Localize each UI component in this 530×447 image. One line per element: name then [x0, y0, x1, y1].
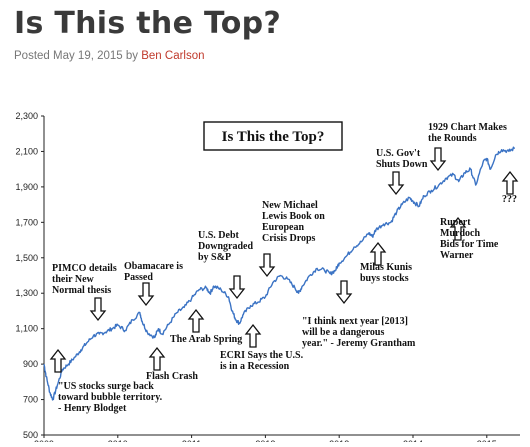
arrow-down-icon — [429, 147, 447, 172]
annotation: 1929 Chart Makes the Rounds — [428, 122, 507, 172]
annotation-line: Crisis Drops — [262, 233, 316, 244]
arrow-down-icon — [89, 297, 107, 322]
annotation-line: Downgraded — [198, 241, 253, 252]
arrow-down-icon — [387, 171, 405, 196]
annotation-line: Passed — [124, 272, 153, 283]
chart-axes — [43, 116, 520, 436]
annotation-line: Flash Crash — [146, 371, 198, 382]
post-title: Is This the Top? — [14, 6, 282, 41]
arrow-up-icon — [449, 216, 467, 241]
annotation-line: PIMCO details — [52, 263, 117, 274]
annotation-line: Lewis Book on — [262, 211, 325, 222]
annotation-line: Milas Kunis — [360, 262, 412, 273]
annotation-label: Milas Kunis buys stocks — [360, 262, 412, 284]
annotation-label: Flash Crash — [146, 371, 198, 382]
arrow-up-icon — [369, 241, 387, 266]
annotation-line: U.S. Gov't — [376, 148, 421, 159]
y-tick-label: 1,500 — [15, 253, 38, 263]
arrow-up-icon — [244, 323, 262, 348]
annotation-line: ??? — [502, 194, 517, 205]
annotation-line: toward bubble territory. — [58, 392, 163, 403]
arrow-down-icon — [258, 253, 276, 278]
annotation: PIMCO details their New Normal thesis — [52, 263, 117, 322]
y-tick-label: 900 — [23, 359, 38, 369]
chart-figure: 500 700 900 1,100 1,300 1,500 1,700 1,900 2,100 2… — [0, 100, 530, 447]
arrow-up-icon — [49, 348, 67, 373]
annotation: New Michael Lewis Book on European Crisis D… — [258, 200, 325, 278]
annotation: Rupert Murdoch Bids for Time Warner — [440, 216, 499, 261]
annotation: Flash Crash — [146, 346, 198, 382]
annotation-label: PIMCO details their New Normal thesis — [52, 263, 117, 296]
series-line — [43, 146, 516, 401]
y-tick-label: 500 — [23, 430, 38, 440]
annotation-line: The Arab Spring — [170, 334, 242, 345]
annotation-line: will be a dangerous — [302, 327, 384, 338]
post-meta: Posted May 19, 2015 by Ben Carlson — [14, 50, 205, 62]
annotation-label: The Arab Spring — [170, 334, 242, 345]
annotation: U.S. Gov't Shuts Down — [376, 148, 428, 196]
annotation-line: their New — [52, 274, 95, 285]
sp500-chart: 500 700 900 1,100 1,300 1,500 1,700 1,900 2,100 2… — [15, 111, 520, 447]
posted-date: Posted May 19, 2015 by — [14, 50, 139, 62]
annotation-line: Murdoch — [440, 228, 480, 239]
annotation-line: Rupert — [440, 217, 471, 228]
annotation-line: ECRI Says the U.S. — [220, 350, 304, 361]
y-tick-label: 2,300 — [15, 111, 38, 121]
annotation: The Arab Spring — [170, 308, 242, 345]
chart-title: Is This the Top? — [222, 129, 325, 145]
annotation-label: 1929 Chart Makes the Rounds — [428, 122, 507, 144]
annotation-line: is in a Recession — [220, 361, 290, 372]
arrow-down-icon — [335, 280, 353, 305]
annotation-label: Obamacare is Passed — [124, 261, 183, 283]
annotation: "I think next year [2013] will be a dange… — [302, 280, 416, 349]
arrow-up-icon — [187, 308, 205, 333]
arrow-down-icon — [137, 282, 155, 307]
annotation-label: Rupert Murdoch Bids for Time Warner — [440, 217, 499, 261]
y-tick-label: 1,900 — [15, 182, 38, 192]
annotation-label: "US stocks surge back toward bubble terri… — [58, 381, 163, 414]
annotation-line: U.S. Debt — [198, 230, 240, 241]
annotation-line: Bids for Time — [440, 239, 499, 250]
annotation-line: Obamacare is — [124, 261, 183, 272]
annotation-line: New Michael — [262, 200, 318, 211]
annotation: U.S. Debt Downgraded by S&P — [198, 230, 253, 300]
annotation-line: European — [262, 222, 304, 233]
annotation: ??? — [501, 170, 519, 205]
author-link[interactable]: Ben Carlson — [141, 50, 205, 62]
annotation-line: Normal thesis — [52, 285, 111, 296]
annotation-label: "I think next year [2013] will be a dange… — [302, 316, 416, 349]
annotation: Milas Kunis buys stocks — [360, 241, 412, 284]
annotation-line: buys stocks — [360, 273, 409, 284]
arrow-up-icon — [501, 170, 519, 195]
annotation-line: by S&P — [198, 252, 231, 263]
annotation: ECRI Says the U.S. is in a Recession — [220, 323, 304, 372]
y-tick-label: 1,300 — [15, 288, 38, 298]
annotation-line: "I think next year [2013] — [302, 316, 408, 327]
annotation-line: "US stocks surge back — [58, 381, 154, 392]
annotation: Obamacare is Passed — [124, 261, 183, 307]
y-tick-label: 1,100 — [15, 324, 38, 334]
annotation-label: New Michael Lewis Book on European Crisis D… — [262, 200, 325, 244]
annotation-label: U.S. Gov't Shuts Down — [376, 148, 428, 170]
annotation-line: Warner — [440, 250, 474, 261]
arrow-up-icon — [148, 346, 166, 371]
annotation: "US stocks surge back toward bubble terri… — [49, 348, 163, 414]
annotation-label: ECRI Says the U.S. is in a Recession — [220, 350, 304, 372]
annotations: "US stocks surge back toward bubble terri… — [49, 122, 519, 414]
annotation-line: - Henry Blodget — [58, 403, 127, 414]
annotation-line: the Rounds — [428, 133, 477, 144]
annotation-label: ??? — [502, 194, 517, 205]
annotation-line: 1929 Chart Makes — [428, 122, 507, 133]
chart-title-box: Is This the Top? — [203, 121, 343, 151]
y-tick-label: 700 — [23, 395, 38, 405]
y-tick-label: 2,100 — [15, 146, 38, 156]
annotation-label: U.S. Debt Downgraded by S&P — [198, 230, 253, 263]
annotation-line: Shuts Down — [376, 159, 428, 170]
annotation-line: year." - Jeremy Grantham — [302, 338, 416, 349]
y-tick-label: 1,700 — [15, 217, 38, 227]
chart-title-frame — [203, 121, 343, 151]
arrow-down-icon — [228, 275, 246, 300]
